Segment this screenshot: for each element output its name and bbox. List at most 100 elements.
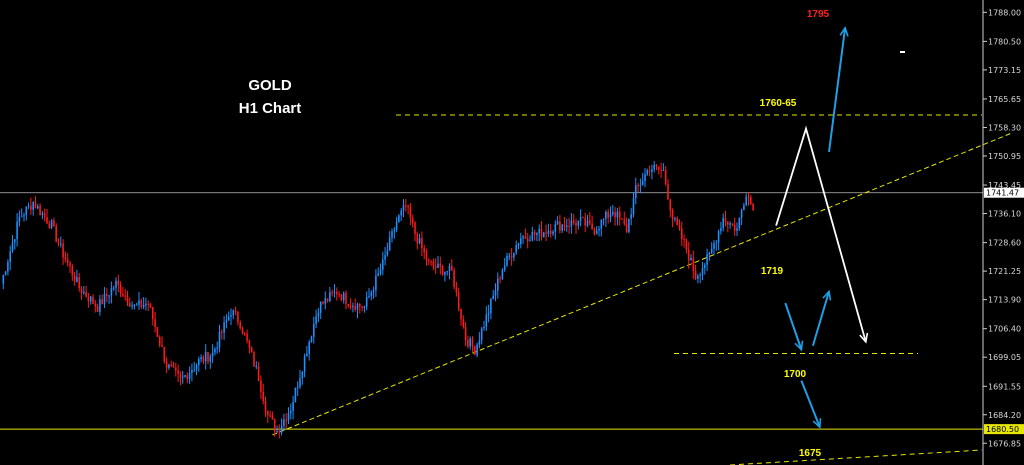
- level-label-1700: 1700: [784, 369, 807, 380]
- candle-body: [605, 211, 607, 219]
- candle-body: [115, 280, 117, 288]
- candle-body: [400, 210, 402, 216]
- candle-body: [644, 174, 646, 181]
- candle-body: [271, 415, 274, 420]
- candle-body: [623, 219, 626, 224]
- candle-body: [710, 248, 713, 253]
- arrow-head: [859, 332, 869, 344]
- candle-body: [170, 364, 172, 367]
- candle-body: [269, 415, 271, 417]
- candle-body: [64, 257, 67, 260]
- candle-body: [722, 218, 724, 229]
- candle-body: [177, 370, 179, 374]
- candle-body: [641, 180, 644, 185]
- candle-body: [191, 370, 193, 374]
- candle-body: [18, 216, 21, 222]
- marked-level-label: 1680.50: [986, 425, 1019, 434]
- candle-body: [313, 324, 315, 337]
- candle-body: [635, 185, 637, 198]
- candle-body: [57, 241, 60, 244]
- candle-body: [414, 222, 416, 235]
- candle-body: [671, 210, 674, 220]
- candle-body: [50, 220, 53, 228]
- candle-body: [660, 169, 662, 171]
- candle-body: [455, 287, 458, 293]
- candle-body: [200, 357, 202, 360]
- candle-body: [575, 222, 577, 226]
- candle-body: [216, 347, 218, 349]
- candle-body: [214, 348, 216, 353]
- candle-body: [292, 401, 294, 411]
- candle-body: [618, 211, 621, 219]
- candle-body: [593, 229, 596, 235]
- candle-body: [708, 252, 711, 255]
- candle-body: [250, 347, 253, 353]
- candle-body: [152, 306, 154, 320]
- candle-body: [110, 288, 113, 296]
- candle-body: [186, 375, 189, 379]
- candle-body: [87, 296, 90, 302]
- candle-body: [370, 291, 373, 296]
- candle-body: [448, 265, 451, 272]
- candle-body: [368, 295, 370, 297]
- candle-body: [478, 340, 481, 345]
- candle-body: [179, 373, 182, 378]
- axis-tick-label: 1699.05: [988, 353, 1021, 362]
- axis-tick-label: 1736.10: [988, 210, 1021, 219]
- price-axis: 1788.00 1780.50 1773.15 1765.65 1758.30 1750.…: [982, 0, 1024, 465]
- candle-body: [361, 306, 363, 308]
- candle-body: [752, 204, 754, 211]
- candle-body: [621, 218, 623, 220]
- projection-arrow-blue: [828, 27, 847, 153]
- candle-body: [359, 303, 361, 307]
- candle-body: [140, 300, 143, 308]
- candle-body: [464, 326, 467, 341]
- candle-body: [402, 205, 405, 211]
- level-label-1760: 1760-65: [760, 98, 797, 109]
- candle-body: [287, 413, 290, 421]
- candle-body: [41, 213, 44, 216]
- candle-body: [248, 340, 251, 348]
- candle-body: [736, 228, 738, 231]
- candle-body: [577, 220, 580, 226]
- candle-body: [106, 293, 108, 296]
- candle-body: [407, 205, 409, 208]
- candle-body: [66, 259, 69, 263]
- candle-body: [108, 295, 110, 297]
- candle-body: [345, 292, 347, 305]
- projection-arrow-white: [775, 125, 867, 343]
- candle-body: [227, 316, 230, 321]
- candle-body: [308, 341, 310, 354]
- candle-body: [16, 221, 18, 240]
- candle-body: [586, 220, 589, 226]
- candle-body: [329, 292, 331, 302]
- candle-body: [446, 271, 448, 273]
- candle-body: [411, 218, 414, 223]
- candle-body: [687, 249, 690, 261]
- candle-body: [175, 367, 177, 371]
- candle-body: [172, 366, 175, 368]
- candle-body: [552, 231, 554, 234]
- candle-body: [262, 391, 264, 402]
- candle-body: [71, 266, 74, 276]
- candle-body: [342, 292, 345, 301]
- candle-body: [423, 248, 425, 253]
- candle-body: [469, 338, 471, 347]
- candle-body: [73, 275, 76, 282]
- axis-tick-label: 1765.65: [988, 95, 1021, 104]
- projection-arrow-blue: [800, 380, 821, 428]
- candle-body: [561, 224, 563, 231]
- candle-body: [598, 228, 600, 231]
- candle-body: [437, 263, 439, 268]
- candle-body: [694, 270, 697, 279]
- arrow-head: [794, 340, 804, 352]
- axis-tick-label: 1691.55: [988, 382, 1021, 391]
- candle-body: [655, 164, 658, 167]
- level-line-1675: [729, 449, 983, 465]
- candle-body: [616, 211, 619, 218]
- candle-body: [460, 308, 462, 320]
- level-label-1675: 1675: [799, 448, 822, 459]
- candle-body: [391, 231, 393, 238]
- candle-body: [524, 236, 527, 239]
- candle-body: [94, 303, 97, 307]
